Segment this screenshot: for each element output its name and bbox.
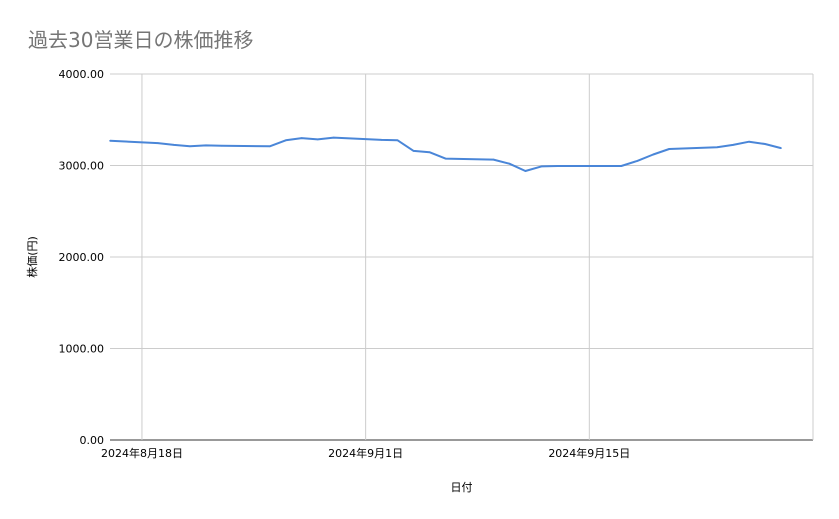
y-tick-label: 3000.00 xyxy=(59,160,105,173)
data-point xyxy=(285,139,287,142)
chart-title: 過去30営業日の株価推移 xyxy=(28,28,254,52)
data-point xyxy=(780,147,782,149)
x-tick-label: 2024年9月1日 xyxy=(328,446,403,460)
data-point xyxy=(428,151,431,153)
data-point xyxy=(380,139,383,141)
x-axis-title: 日付 xyxy=(451,481,473,494)
data-point xyxy=(300,137,303,139)
data-point xyxy=(396,139,399,142)
data-point xyxy=(173,144,175,146)
data-point xyxy=(604,165,607,167)
x-tick-label: 2024年9月15日 xyxy=(548,446,630,460)
data-point xyxy=(524,170,527,172)
data-point xyxy=(540,165,543,168)
data-point xyxy=(716,146,718,148)
data-point xyxy=(221,145,223,147)
data-point xyxy=(652,153,654,156)
data-point xyxy=(189,145,191,148)
x-tick-label: 2024年8月18日 xyxy=(101,446,183,460)
data-point xyxy=(732,144,734,146)
data-point xyxy=(316,138,319,141)
y-tick-label: 2000.00 xyxy=(59,251,105,264)
data-point xyxy=(444,157,447,160)
y-axis-title: 株価(円) xyxy=(25,236,39,278)
data-point xyxy=(748,140,750,143)
data-point xyxy=(332,136,335,139)
data-point xyxy=(492,158,495,161)
data-point xyxy=(109,140,111,142)
data-point xyxy=(620,165,623,167)
data-point xyxy=(636,160,639,162)
data-point xyxy=(157,142,159,144)
y-tick-label: 1000.00 xyxy=(59,343,105,356)
data-point xyxy=(508,162,511,165)
y-tick-label: 4000.00 xyxy=(59,68,105,81)
data-point xyxy=(556,165,559,167)
data-point xyxy=(764,143,766,145)
data-point xyxy=(205,144,207,147)
data-point xyxy=(668,148,670,150)
y-tick-label: 0.00 xyxy=(80,434,105,447)
data-point xyxy=(412,150,415,152)
data-point xyxy=(269,145,271,148)
